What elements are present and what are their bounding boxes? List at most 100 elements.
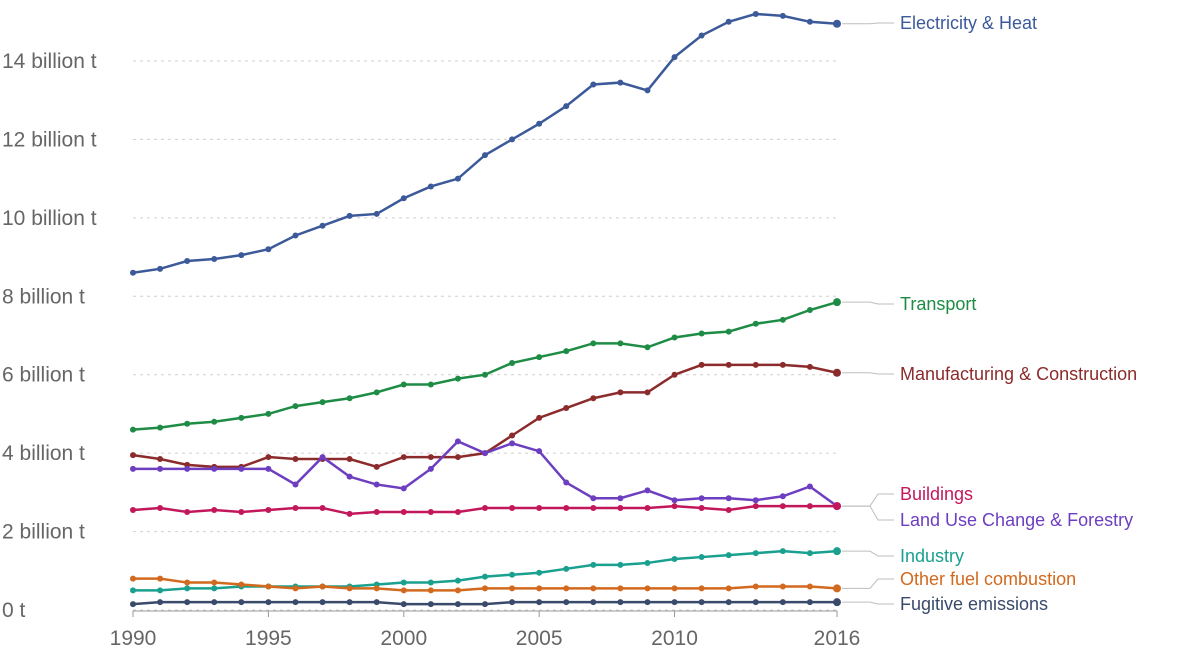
- data-point: [563, 479, 570, 486]
- x-tick-label: 1990: [110, 627, 157, 650]
- data-point: [130, 601, 136, 608]
- data-point: [698, 554, 705, 561]
- data-point: [482, 152, 488, 159]
- x-tick-label: 1995: [245, 627, 292, 650]
- data-point: [509, 136, 516, 143]
- data-point: [617, 389, 624, 396]
- data-point: [779, 583, 786, 590]
- data-point: [725, 361, 732, 368]
- data-point: [671, 599, 678, 606]
- data-point: [590, 340, 597, 347]
- data-point: [400, 508, 407, 515]
- data-point: [454, 601, 461, 608]
- data-point: [563, 103, 570, 110]
- y-tick-label: 8 billion t: [2, 285, 85, 308]
- label-leader-line: [842, 372, 894, 375]
- data-point: [373, 599, 380, 606]
- data-point: [806, 503, 813, 510]
- data-point: [725, 507, 732, 514]
- series-lines: [130, 10, 841, 608]
- data-point: [698, 495, 705, 502]
- data-point: [671, 54, 678, 61]
- data-point: [617, 505, 624, 512]
- series-label-fugitive-emissions: Fugitive emissions: [900, 594, 1048, 614]
- data-point: [833, 502, 841, 511]
- label-leader-line: [842, 301, 894, 305]
- series-label-manufacturing-construction: Manufacturing & Construction: [900, 364, 1137, 384]
- x-tick-label: 2016: [814, 627, 861, 650]
- data-point: [644, 585, 651, 592]
- data-point: [211, 465, 218, 472]
- data-point: [319, 583, 326, 590]
- data-point: [617, 495, 624, 502]
- data-point: [184, 508, 191, 515]
- data-point: [725, 552, 732, 559]
- data-point: [427, 579, 434, 586]
- data-point: [292, 232, 299, 239]
- data-point: [752, 583, 759, 590]
- data-point: [319, 599, 326, 606]
- data-point: [454, 454, 461, 461]
- data-point: [806, 599, 813, 606]
- x-tick-label: 2005: [516, 627, 563, 650]
- data-point: [157, 575, 164, 582]
- data-point: [779, 316, 786, 323]
- data-point: [671, 585, 678, 592]
- series-label-transport: Transport: [900, 294, 976, 314]
- data-point: [292, 585, 299, 592]
- series-labels: Electricity & Heat Transport Manufacturing…: [842, 13, 1137, 614]
- data-point: [346, 510, 353, 517]
- data-point: [184, 420, 191, 427]
- data-point: [427, 601, 434, 608]
- data-point: [671, 556, 678, 563]
- data-point: [752, 320, 759, 327]
- data-point: [617, 585, 624, 592]
- label-leader-line: [842, 550, 894, 557]
- label-leader-line: [842, 22, 894, 25]
- series-label-other-fuel-combustion: Other fuel combustion: [900, 569, 1076, 589]
- data-point: [752, 503, 759, 510]
- data-point: [292, 599, 299, 606]
- data-point: [590, 599, 597, 606]
- data-point: [427, 454, 434, 461]
- data-point: [509, 599, 516, 606]
- data-point: [157, 265, 164, 272]
- data-point: [671, 334, 678, 341]
- data-point: [563, 348, 570, 355]
- data-point: [211, 418, 218, 425]
- series-label-buildings: Buildings: [900, 484, 973, 504]
- data-point: [265, 507, 272, 514]
- data-point: [833, 584, 841, 593]
- y-tick-label: 2 billion t: [2, 521, 85, 544]
- data-point: [346, 395, 353, 402]
- data-point: [184, 599, 191, 606]
- data-point: [509, 432, 516, 439]
- data-point: [671, 497, 678, 504]
- data-point: [752, 497, 759, 504]
- series-label-land-use-change-forestry: Land Use Change & Forestry: [900, 510, 1133, 530]
- data-point: [671, 371, 678, 378]
- data-point: [184, 257, 191, 264]
- data-point: [157, 505, 164, 512]
- data-point: [698, 599, 705, 606]
- data-point: [482, 371, 488, 378]
- data-point: [617, 79, 624, 86]
- label-leader-line: [842, 578, 894, 589]
- y-tick-label: 6 billion t: [2, 364, 85, 387]
- data-point: [590, 81, 597, 88]
- data-point: [752, 361, 759, 368]
- data-point: [644, 344, 651, 351]
- data-point: [779, 503, 786, 510]
- data-point: [563, 599, 570, 606]
- data-point: [563, 505, 570, 512]
- data-point: [617, 340, 624, 347]
- data-point: [806, 583, 813, 590]
- label-leader-line: [842, 493, 894, 507]
- data-point: [482, 450, 488, 457]
- data-point: [482, 573, 488, 580]
- data-point: [698, 32, 705, 39]
- data-point: [157, 424, 164, 431]
- series-transport: [130, 298, 841, 433]
- data-point: [427, 508, 434, 515]
- data-point: [184, 579, 191, 586]
